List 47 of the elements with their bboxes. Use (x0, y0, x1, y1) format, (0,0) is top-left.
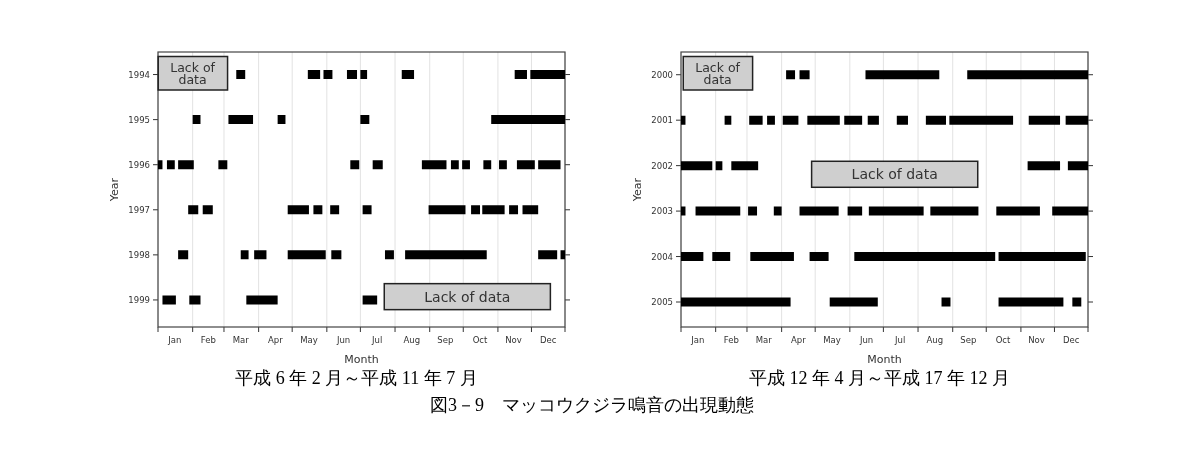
x-tick-label: Mar (232, 335, 250, 345)
y-tick-label: 1999 (128, 294, 150, 305)
y-tick-label: 1995 (128, 114, 150, 125)
y-tick-label: 2001 (651, 115, 673, 126)
text: 平成 6 年 2 月～平成 11 年 7 月 (235, 368, 478, 388)
x-tick-label: Dec (1063, 335, 1080, 345)
annotation: Lack of data (851, 166, 938, 183)
y-axis-title: Year (631, 177, 644, 203)
y-tick-label: 2005 (651, 297, 673, 307)
y-tick-label: 2002 (651, 160, 673, 171)
x-tick-label: May (823, 335, 841, 345)
x-tick-label: Sep (960, 335, 977, 345)
y-tick-label: 2004 (651, 251, 673, 262)
text: 図3－9 マッコウクジラ鳴音の出現動態 (430, 395, 754, 415)
x-axis-title: Month (344, 353, 379, 366)
x-tick-label: Mar (755, 335, 773, 345)
x-tick-label: Apr (268, 335, 284, 345)
x-tick-label: Oct (472, 335, 489, 345)
x-tick-label: Dec (540, 335, 557, 345)
annotation: Lack of data (424, 288, 511, 305)
x-tick-label: Nov (505, 335, 522, 345)
text: 平成 12 年 4 月～平成 17 年 12 月 (749, 368, 1010, 388)
x-tick-label: May (300, 335, 318, 345)
y-tick-label: 1994 (128, 69, 150, 80)
x-tick-label: Nov (1028, 335, 1045, 345)
x-tick-label: Jan (167, 335, 182, 345)
x-tick-label: Jan (690, 335, 705, 345)
annotation: Lack of data (170, 59, 216, 87)
y-tick-label: 2000 (651, 69, 673, 80)
x-tick-label: Feb (200, 335, 216, 345)
x-tick-label: Jul (894, 335, 906, 345)
x-tick-label: Jun (858, 335, 874, 345)
x-tick-label: Jul (371, 335, 383, 345)
annotation: Lack of data (695, 59, 741, 87)
y-tick-label: 1997 (128, 204, 150, 215)
y-tick-label: 2003 (651, 206, 673, 217)
x-tick-label: Oct (995, 335, 1012, 345)
x-tick-label: Feb (723, 335, 739, 345)
y-tick-label: 1996 (128, 159, 150, 170)
y-axis-title: Year (108, 177, 121, 203)
x-tick-label: Jun (335, 335, 351, 345)
x-tick-label: Aug (403, 335, 421, 345)
x-axis-title: Month (867, 353, 902, 366)
x-tick-label: Aug (926, 335, 944, 345)
y-tick-label: 1998 (128, 249, 150, 260)
x-tick-label: Apr (791, 335, 807, 345)
x-tick-label: Sep (437, 335, 454, 345)
